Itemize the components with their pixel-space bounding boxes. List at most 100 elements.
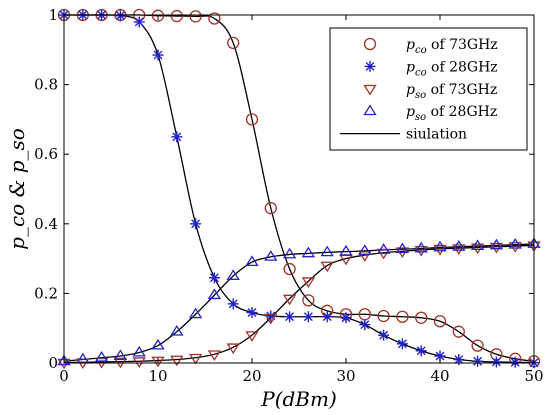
data-point-triangle-down: [489, 242, 504, 254]
data-point-asterisk: [171, 131, 183, 143]
data-point-triangle-up: [376, 243, 391, 254]
legend-entry-label: pco of 28GHz: [406, 59, 498, 78]
x-tick-label: 20: [242, 367, 261, 385]
data-point-asterisk: [359, 319, 371, 331]
legend-entry-label: pco of 73GHz: [406, 37, 498, 56]
data-point-triangle-up: [452, 240, 466, 251]
x-axis-ticks: 0 10 20 30 40 50: [59, 15, 544, 385]
data-point-triangle-up: [264, 250, 278, 261]
data-point-circle: [302, 294, 315, 307]
legend-marker-triangle-down: [363, 84, 377, 96]
data-point-asterisk: [190, 218, 202, 230]
simulation-line: [63, 244, 535, 364]
legend-marker-triangle-up: [363, 104, 377, 116]
data-point-asterisk: [114, 10, 126, 22]
data-point-triangle-down: [207, 350, 222, 362]
legend-box: [329, 27, 528, 151]
y-tick-label: 0.4: [34, 215, 58, 233]
y-tick-label: 0.6: [34, 145, 58, 163]
data-point-asterisk: [472, 355, 484, 367]
data-point-circle: [471, 339, 484, 352]
data-point-triangle-up: [207, 288, 222, 300]
y-axis-label: p_co & p_so: [5, 128, 29, 250]
data-point-asterisk: [227, 298, 239, 310]
legend-entry-label: pso of 73GHz: [406, 82, 497, 101]
data-point-triangle-down: [508, 242, 522, 253]
y-axis-ticks: 0 0.2 0.4 0.6 0.8 1: [34, 6, 534, 372]
data-point-circle: [264, 201, 277, 215]
legend-entry-label: siulation: [406, 127, 467, 143]
data-point-triangle-up: [358, 244, 372, 255]
data-point-triangle-up: [508, 237, 522, 249]
data-point-asterisk: [415, 345, 427, 357]
y-tick-label: 0.2: [34, 284, 58, 302]
data-point-asterisk: [284, 311, 296, 323]
data-point-triangle-up: [94, 351, 109, 362]
data-point-circle: [433, 315, 447, 328]
data-point-triangle-down: [282, 294, 297, 306]
data-point-triangle-up: [489, 238, 504, 250]
data-point-asterisk: [133, 16, 145, 28]
data-point-triangle-up: [57, 354, 71, 366]
data-point-circle: [245, 113, 259, 126]
data-point-triangle-up: [151, 338, 165, 350]
y-tick-label: 0: [48, 354, 58, 372]
y-tick-label: 0.8: [34, 76, 58, 94]
y-tick-label: 1: [48, 6, 58, 24]
data-point-triangle-up: [282, 247, 297, 259]
data-point-triangle-up: [395, 242, 410, 254]
data-point-asterisk: [321, 311, 333, 323]
data-point-triangle-up: [414, 241, 428, 253]
data-point-circle: [208, 12, 221, 25]
data-point-circle: [377, 309, 390, 323]
data-point-triangle-up: [188, 307, 203, 319]
data-point-triangle-up: [226, 269, 240, 280]
data-point-triangle-down: [226, 343, 240, 355]
x-axis-label: P(dBm): [260, 387, 337, 411]
data-point-triangle-down: [132, 357, 146, 368]
x-tick-label: 50: [524, 367, 543, 385]
data-point-triangle-up: [113, 349, 128, 360]
data-point-triangle-up: [320, 245, 334, 257]
plot-frame: [63, 14, 535, 364]
data-point-triangle-down: [320, 261, 334, 273]
x-tick-label: 10: [148, 367, 167, 385]
x-tick-label: 30: [336, 367, 355, 385]
data-point-asterisk: [434, 350, 446, 362]
data-point-asterisk: [208, 272, 220, 284]
data-point-triangle-up: [132, 345, 146, 357]
legend-marker-circle: [363, 37, 377, 51]
data-point-asterisk: [378, 329, 390, 341]
data-point-circle: [415, 311, 428, 324]
data-point-asterisk: [340, 312, 352, 324]
data-point-triangle-down: [245, 331, 259, 342]
data-point-triangle-up: [470, 239, 485, 251]
data-point-triangle-down: [470, 243, 485, 255]
data-point-triangle-up: [301, 246, 316, 258]
x-tick-label: 0: [59, 367, 69, 385]
data-point-triangle-down: [414, 245, 428, 257]
legend: pco of 73GHz pco of 28GHz pso of 73GHz pso …: [329, 27, 528, 151]
data-point-triangle-up: [339, 244, 353, 256]
data-point-triangle-down: [433, 244, 447, 256]
data-point-asterisk: [509, 356, 521, 368]
x-tick-label: 40: [430, 367, 449, 385]
data-point-asterisk: [265, 310, 277, 322]
data-point-asterisk: [396, 338, 408, 350]
data-point-triangle-down: [264, 313, 278, 325]
data-point-triangle-down: [358, 251, 372, 262]
data-point-asterisk: [302, 311, 314, 323]
data-point-asterisk: [246, 307, 258, 319]
data-point-triangle-down: [170, 355, 184, 367]
data-point-circle: [227, 36, 240, 49]
data-point-triangle-down: [452, 244, 466, 255]
data-point-triangle-up: [170, 324, 184, 336]
data-point-circle: [170, 9, 183, 23]
data-point-triangle-down: [301, 277, 316, 288]
data-point-circle: [283, 262, 296, 276]
data-point-triangle-down: [151, 356, 165, 368]
data-point-circle: [151, 9, 165, 22]
data-point-triangle-up: [245, 255, 259, 267]
data-point-triangle-down: [188, 353, 203, 365]
